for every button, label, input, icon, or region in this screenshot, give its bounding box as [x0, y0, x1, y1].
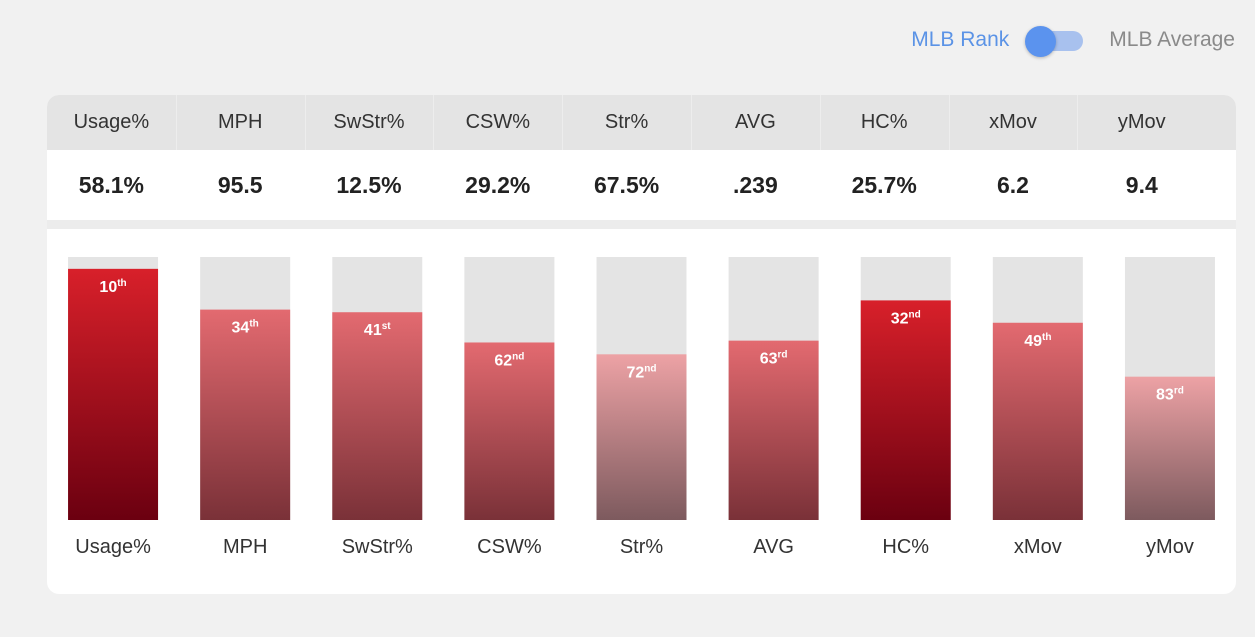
- rank-suffix-7: th: [1042, 332, 1051, 343]
- bar-2: [332, 312, 423, 520]
- rank-number-1: 34: [232, 320, 250, 337]
- mlb-rank-label[interactable]: MLB Rank: [911, 28, 1010, 51]
- category-label-6: HC%: [882, 536, 929, 558]
- rank-number-2: 41: [364, 322, 382, 339]
- category-label-1: MPH: [223, 536, 267, 558]
- value-usage: 58.1%: [78, 171, 144, 198]
- rank-suffix-6: nd: [909, 309, 921, 320]
- bar-4: [596, 354, 687, 520]
- rank-suffix-5: rd: [778, 350, 788, 361]
- bar-8: [1124, 376, 1215, 520]
- rank-number-4: 72: [626, 364, 644, 381]
- rank-suffix-4: nd: [644, 363, 656, 374]
- rank-number-5: 63: [760, 351, 778, 368]
- category-label-4: Str%: [620, 536, 664, 558]
- rank-number-0: 10: [99, 279, 117, 296]
- category-label-7: xMov: [1014, 536, 1062, 558]
- rank-bar-chart: 10thUsage%34thMPH41stSwStr%62ndCSW%72ndS…: [68, 257, 1215, 558]
- category-label-3: CSW%: [477, 536, 542, 558]
- rank-label-2: 41st: [364, 321, 391, 339]
- header-ymov: yMov: [1077, 95, 1206, 150]
- stats-values-row: 58.1% 95.5 12.5% 29.2% 67.5% .239 25.7% …: [47, 150, 1236, 220]
- pitch-stats-card: Usage% MPH SwStr% CSW% Str% AVG HC% xMov…: [47, 95, 1236, 594]
- rank-number-6: 32: [891, 310, 909, 327]
- rank-number-8: 83: [1156, 387, 1174, 404]
- rank-label-7: 49th: [1024, 332, 1051, 350]
- value-hc: 25.7%: [851, 171, 917, 198]
- header-usage: Usage%: [73, 111, 150, 133]
- category-label-5: AVG: [753, 536, 794, 558]
- rank-label-6: 32nd: [891, 309, 921, 327]
- header-hc: HC%: [819, 95, 949, 150]
- category-label-8: yMov: [1146, 536, 1194, 558]
- toggle-switch[interactable]: [1025, 26, 1084, 57]
- rank-label-8: 83rd: [1156, 386, 1184, 404]
- value-mph: 95.5: [217, 171, 263, 198]
- rank-label-5: 63rd: [760, 350, 788, 368]
- value-ymov: 9.4: [1125, 171, 1158, 198]
- rank-suffix-2: st: [382, 321, 392, 332]
- rank-label-1: 34th: [232, 319, 259, 337]
- rank-suffix-0: th: [117, 278, 126, 289]
- bar-5: [728, 340, 819, 520]
- header-swstr: SwStr%: [304, 95, 434, 150]
- category-label-2: SwStr%: [342, 536, 413, 558]
- bar-1: [200, 309, 291, 520]
- header-mph: MPH: [175, 95, 305, 150]
- mlb-average-label[interactable]: MLB Average: [1109, 28, 1235, 51]
- bar-0: [68, 268, 159, 520]
- header-avg: AVG: [690, 95, 820, 150]
- value-swstr: 12.5%: [336, 171, 402, 198]
- rank-suffix-3: nd: [512, 351, 524, 362]
- header-str: Str%: [562, 95, 691, 150]
- bar-6: [860, 300, 951, 520]
- rank-label-3: 62nd: [494, 351, 524, 369]
- rank-suffix-1: th: [249, 319, 258, 330]
- value-str: 67.5%: [593, 171, 660, 198]
- bar-7: [992, 322, 1083, 520]
- rank-suffix-8: rd: [1174, 386, 1184, 397]
- category-label-0: Usage%: [75, 536, 151, 558]
- rank-average-toggle: MLB Rank MLB Average: [911, 26, 1235, 57]
- stats-header-row: Usage% MPH SwStr% CSW% Str% AVG HC% xMov…: [47, 95, 1236, 150]
- rank-number-3: 62: [494, 352, 512, 369]
- section-divider: [47, 220, 1236, 229]
- value-xmov: 6.2: [996, 171, 1029, 198]
- toggle-knob[interactable]: [1025, 26, 1057, 57]
- rank-label-0: 10th: [99, 278, 126, 296]
- value-avg: .239: [733, 171, 778, 198]
- header-xmov: xMov: [948, 95, 1078, 150]
- header-csw: CSW%: [433, 95, 562, 150]
- value-csw: 29.2%: [465, 171, 531, 198]
- rank-number-7: 49: [1024, 333, 1042, 350]
- rank-label-4: 72nd: [626, 363, 656, 381]
- bar-3: [464, 342, 555, 520]
